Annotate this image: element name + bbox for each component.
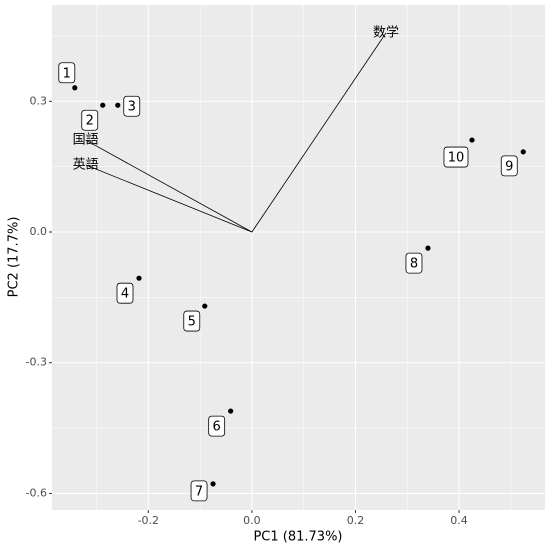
- label-box: [81, 109, 99, 131]
- point-label: 6: [213, 420, 221, 435]
- point-label: 4: [121, 287, 129, 302]
- label-box: [116, 282, 134, 304]
- loading-arrow: [85, 139, 253, 233]
- loading-label: 数学: [373, 24, 399, 40]
- point: [100, 102, 106, 108]
- y-axis-title: PC2 (17.7%): [7, 217, 22, 298]
- point: [72, 85, 78, 91]
- point-label: 8: [410, 257, 418, 272]
- x-tick-label: 0.4: [450, 514, 468, 527]
- point: [228, 408, 234, 414]
- y-tick-label: -0.6: [26, 486, 47, 499]
- point-label: 7: [195, 484, 203, 499]
- loading-arrow: [85, 164, 253, 233]
- point: [520, 149, 526, 155]
- loading-arrow: [251, 32, 387, 233]
- label-box: [190, 480, 208, 502]
- point: [202, 303, 208, 309]
- point: [210, 481, 216, 487]
- point: [425, 245, 431, 251]
- label-box: [58, 62, 76, 84]
- label-box: [123, 95, 141, 117]
- point: [115, 102, 121, 108]
- x-tick-label: 0.2: [347, 514, 365, 527]
- y-tick-label: 0.0: [30, 225, 48, 238]
- point: [469, 137, 475, 143]
- label-box: [183, 310, 201, 332]
- point-label: 5: [188, 315, 196, 330]
- point-label: 2: [86, 114, 94, 129]
- label-box: [443, 146, 469, 168]
- point: [136, 275, 142, 281]
- x-tick-label: 0.0: [243, 514, 261, 527]
- label-box: [500, 155, 518, 177]
- point-label: 9: [505, 159, 513, 174]
- x-tick-label: -0.2: [138, 514, 159, 527]
- loading-label: 国語: [73, 132, 99, 148]
- label-box: [405, 252, 423, 274]
- y-tick-label: 0.3: [30, 94, 48, 107]
- label-box: [208, 415, 226, 437]
- x-axis-title: PC1 (81.73%): [253, 530, 342, 545]
- loading-label: 英語: [73, 156, 99, 172]
- point-label: 3: [128, 100, 136, 115]
- point-label: 1: [63, 66, 71, 81]
- point-label: 10: [448, 151, 465, 166]
- y-tick-label: -0.3: [26, 356, 47, 369]
- panel: [52, 5, 545, 510]
